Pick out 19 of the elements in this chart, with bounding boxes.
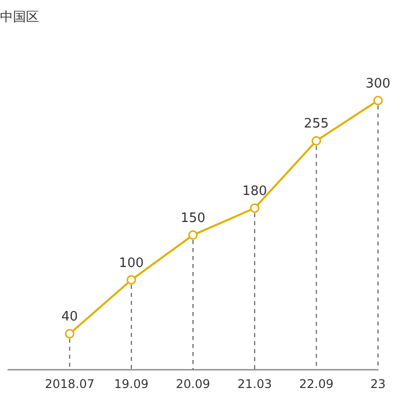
x-tick-label: 22.09 [299,376,334,391]
data-label: 255 [304,116,329,132]
chart-title: 中国区 [0,10,39,26]
point [250,203,260,213]
point [373,96,383,106]
x-tick-label: 19.09 [114,376,149,391]
point [188,230,198,240]
data-label: 180 [242,184,268,199]
data-label: 40 [61,310,78,325]
point [126,275,136,285]
x-tick-label: 21.03 [237,376,272,391]
data-label: 100 [118,256,144,271]
x-tick-label: 20.09 [176,376,210,391]
point [312,136,322,146]
data-label: 150 [180,210,206,226]
x-tick-label: 2018.07 [44,376,94,391]
data-label: 300 [366,76,390,92]
point [64,328,74,338]
x-tick-label: 23 [370,376,386,391]
